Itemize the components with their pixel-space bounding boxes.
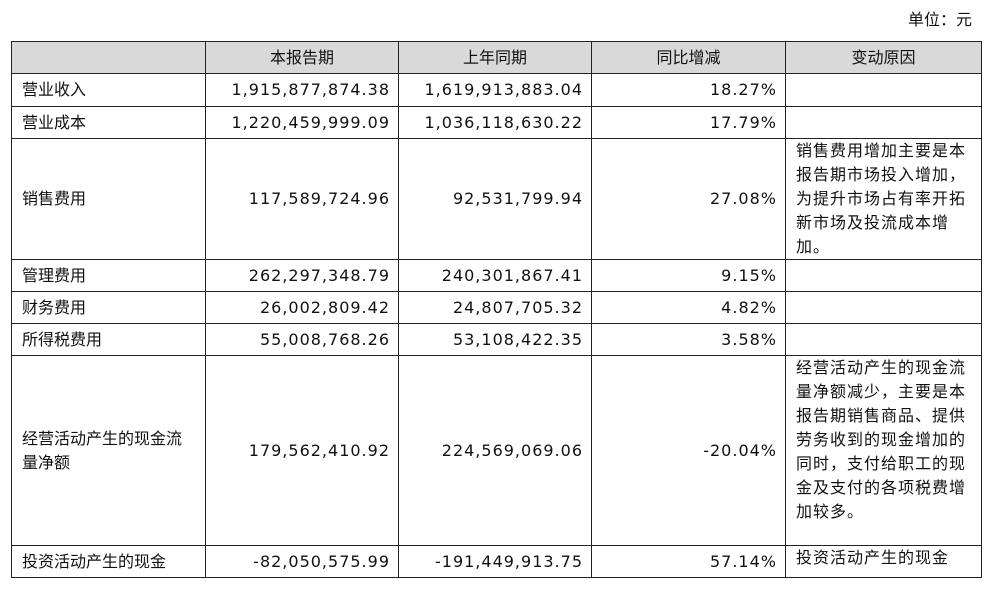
value-cell: 92,531,799.94 bbox=[398, 138, 592, 260]
value-cell: 1,915,877,874.38 bbox=[205, 73, 399, 107]
value-cell: 18.27% bbox=[591, 73, 786, 107]
value-cell: 117,589,724.96 bbox=[205, 138, 399, 260]
row-label: 经营活动产生的现金流量净额 bbox=[11, 355, 206, 546]
table-row: 营业成本 1,220,459,999.09 1,036,118,630.22 17.7… bbox=[11, 106, 982, 139]
remark-cell bbox=[785, 259, 982, 292]
value-cell: 1,619,913,883.04 bbox=[398, 73, 592, 107]
table-row: 经营活动产生的现金流量净额 179,562,410.92 224,569,069.0… bbox=[11, 355, 982, 546]
value-cell: 24,807,705.32 bbox=[398, 291, 592, 324]
remark-cell: 投资活动产生的现金 bbox=[785, 545, 982, 578]
table-body: 营业收入 1,915,877,874.38 1,619,913,883.04 18.2… bbox=[11, 73, 982, 578]
header-cell: 同比增减 bbox=[591, 41, 786, 74]
header-cell: 变动原因 bbox=[785, 41, 982, 74]
header-row: 本报告期 上年同期 同比增减 变动原因 bbox=[11, 41, 982, 74]
table-row: 所得税费用 55,008,768.26 53,108,422.35 3.58% bbox=[11, 323, 982, 356]
value-cell: 240,301,867.41 bbox=[398, 259, 592, 292]
value-cell: 55,008,768.26 bbox=[205, 323, 399, 356]
value-cell: 1,220,459,999.09 bbox=[205, 106, 399, 139]
value-cell: 57.14% bbox=[591, 545, 786, 578]
table-row: 营业收入 1,915,877,874.38 1,619,913,883.04 18.2… bbox=[11, 73, 982, 107]
remark-cell: 经营活动产生的现金流量净额减少，主要是本报告期销售商品、提供劳务收到的现金增加的… bbox=[785, 355, 982, 546]
row-label: 销售费用 bbox=[11, 138, 206, 260]
header-cell: 上年同期 bbox=[398, 41, 592, 74]
value-cell: 17.79% bbox=[591, 106, 786, 139]
row-label: 管理费用 bbox=[11, 259, 206, 292]
value-cell: 1,036,118,630.22 bbox=[398, 106, 592, 139]
value-cell: 26,002,809.42 bbox=[205, 291, 399, 324]
value-cell: 4.82% bbox=[591, 291, 786, 324]
value-cell: -82,050,575.99 bbox=[205, 545, 399, 578]
row-label: 营业成本 bbox=[11, 106, 206, 139]
remark-cell bbox=[785, 291, 982, 324]
row-label: 所得税费用 bbox=[11, 323, 206, 356]
value-cell: 53,108,422.35 bbox=[398, 323, 592, 356]
remark-cell: 销售费用增加主要是本报告期市场投入增加，为提升市场占有率开拓新市场及投流成本增加… bbox=[785, 138, 982, 260]
data-table: 本报告期 上年同期 同比增减 变动原因 营业收入 1,915,877,874.38 1,6… bbox=[11, 41, 982, 578]
value-cell: 27.08% bbox=[591, 138, 786, 260]
header-cell: 本报告期 bbox=[205, 41, 399, 74]
unit-label: 单位：元 bbox=[907, 10, 972, 29]
remark-cell bbox=[785, 323, 982, 356]
row-label: 投资活动产生的现金 bbox=[11, 545, 206, 578]
value-cell: 179,562,410.92 bbox=[205, 355, 399, 546]
value-cell: -20.04% bbox=[591, 355, 786, 546]
header-cell bbox=[11, 41, 206, 74]
value-cell: 3.58% bbox=[591, 323, 786, 356]
table-row: 财务费用 26,002,809.42 24,807,705.32 4.82% bbox=[11, 291, 982, 324]
value-cell: 224,569,069.06 bbox=[398, 355, 592, 546]
remark-cell bbox=[785, 73, 982, 107]
value-cell: -191,449,913.75 bbox=[398, 545, 592, 578]
value-cell: 262,297,348.79 bbox=[205, 259, 399, 292]
value-cell: 9.15% bbox=[591, 259, 786, 292]
table-row: 销售费用 117,589,724.96 92,531,799.94 27.08% 销售费… bbox=[11, 138, 982, 260]
row-label: 营业收入 bbox=[11, 73, 206, 107]
table-row: 管理费用 262,297,348.79 240,301,867.41 9.15% bbox=[11, 259, 982, 292]
remark-cell bbox=[785, 106, 982, 139]
row-label: 财务费用 bbox=[11, 291, 206, 324]
table-row: 投资活动产生的现金 -82,050,575.99 -191,449,913.75 57… bbox=[11, 545, 982, 578]
